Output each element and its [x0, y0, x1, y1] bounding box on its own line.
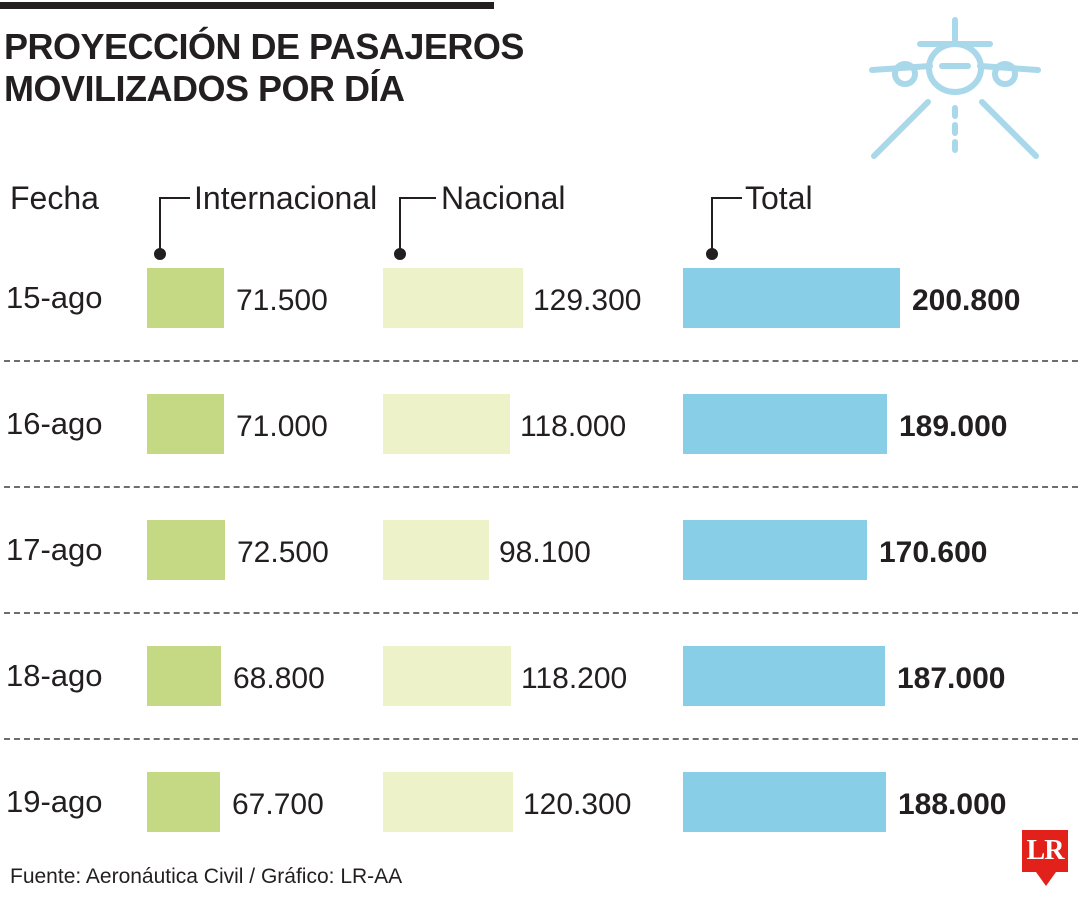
bar-total	[683, 268, 900, 328]
value-label-internacional: 71.500	[236, 284, 328, 317]
bar-nacional	[383, 520, 489, 580]
bar-nacional	[383, 646, 511, 706]
header-fecha: Fecha	[10, 180, 99, 216]
value-label-internacional: 71.000	[236, 410, 328, 443]
value-label-nacional: 98.100	[499, 536, 591, 569]
bar-total	[683, 646, 885, 706]
legend-leader-internacional	[154, 197, 190, 260]
value-label-nacional: 118.200	[521, 662, 628, 695]
bar-internacional	[147, 646, 221, 706]
row-separator	[4, 612, 1078, 614]
date-label: 17-ago	[6, 532, 103, 567]
bar-total	[683, 394, 887, 454]
bar-nacional	[383, 268, 523, 328]
legend-total: Total	[745, 180, 813, 216]
row-separator	[4, 360, 1078, 362]
source-note: Fuente: Aeronáutica Civil / Gráfico: LR-…	[10, 865, 403, 888]
chart-title: PROYECCIÓN DE PASAJEROS MOVILIZADOS POR …	[4, 26, 564, 110]
title-line-2: MOVILIZADOS POR DÍA	[4, 68, 405, 109]
value-label-total: 188.000	[898, 788, 1007, 821]
value-label-internacional: 72.500	[237, 536, 329, 569]
airplane-icon	[869, 17, 1041, 159]
bar-internacional	[147, 772, 220, 832]
bar-internacional	[147, 394, 224, 454]
lr-logo: LR	[1022, 830, 1068, 872]
legend-leader-nacional	[394, 197, 436, 260]
value-label-nacional: 118.000	[520, 410, 627, 443]
value-label-total: 200.800	[912, 284, 1021, 317]
date-label: 18-ago	[6, 658, 103, 693]
legend-internacional: Internacional	[194, 180, 378, 216]
date-label: 15-ago	[6, 280, 103, 315]
bar-internacional	[147, 268, 224, 328]
value-label-total: 189.000	[899, 410, 1008, 443]
legend-leader-total	[706, 197, 742, 260]
title-line-1: PROYECCIÓN DE PASAJEROS	[4, 26, 524, 67]
value-label-internacional: 67.700	[232, 788, 324, 821]
bar-total	[683, 772, 886, 832]
value-label-total: 170.600	[879, 536, 988, 569]
bar-internacional	[147, 520, 225, 580]
date-label: 19-ago	[6, 784, 103, 819]
bar-nacional	[383, 394, 510, 454]
bar-total	[683, 520, 867, 580]
top-rule	[0, 2, 494, 9]
legend-nacional: Nacional	[441, 180, 566, 216]
value-label-total: 187.000	[897, 662, 1006, 695]
row-separator	[4, 738, 1078, 740]
lr-logo-tail	[1036, 872, 1056, 886]
row-separator	[4, 486, 1078, 488]
bar-nacional	[383, 772, 513, 832]
value-label-nacional: 120.300	[523, 788, 632, 821]
value-label-internacional: 68.800	[233, 662, 325, 695]
value-label-nacional: 129.300	[533, 284, 642, 317]
date-label: 16-ago	[6, 406, 103, 441]
